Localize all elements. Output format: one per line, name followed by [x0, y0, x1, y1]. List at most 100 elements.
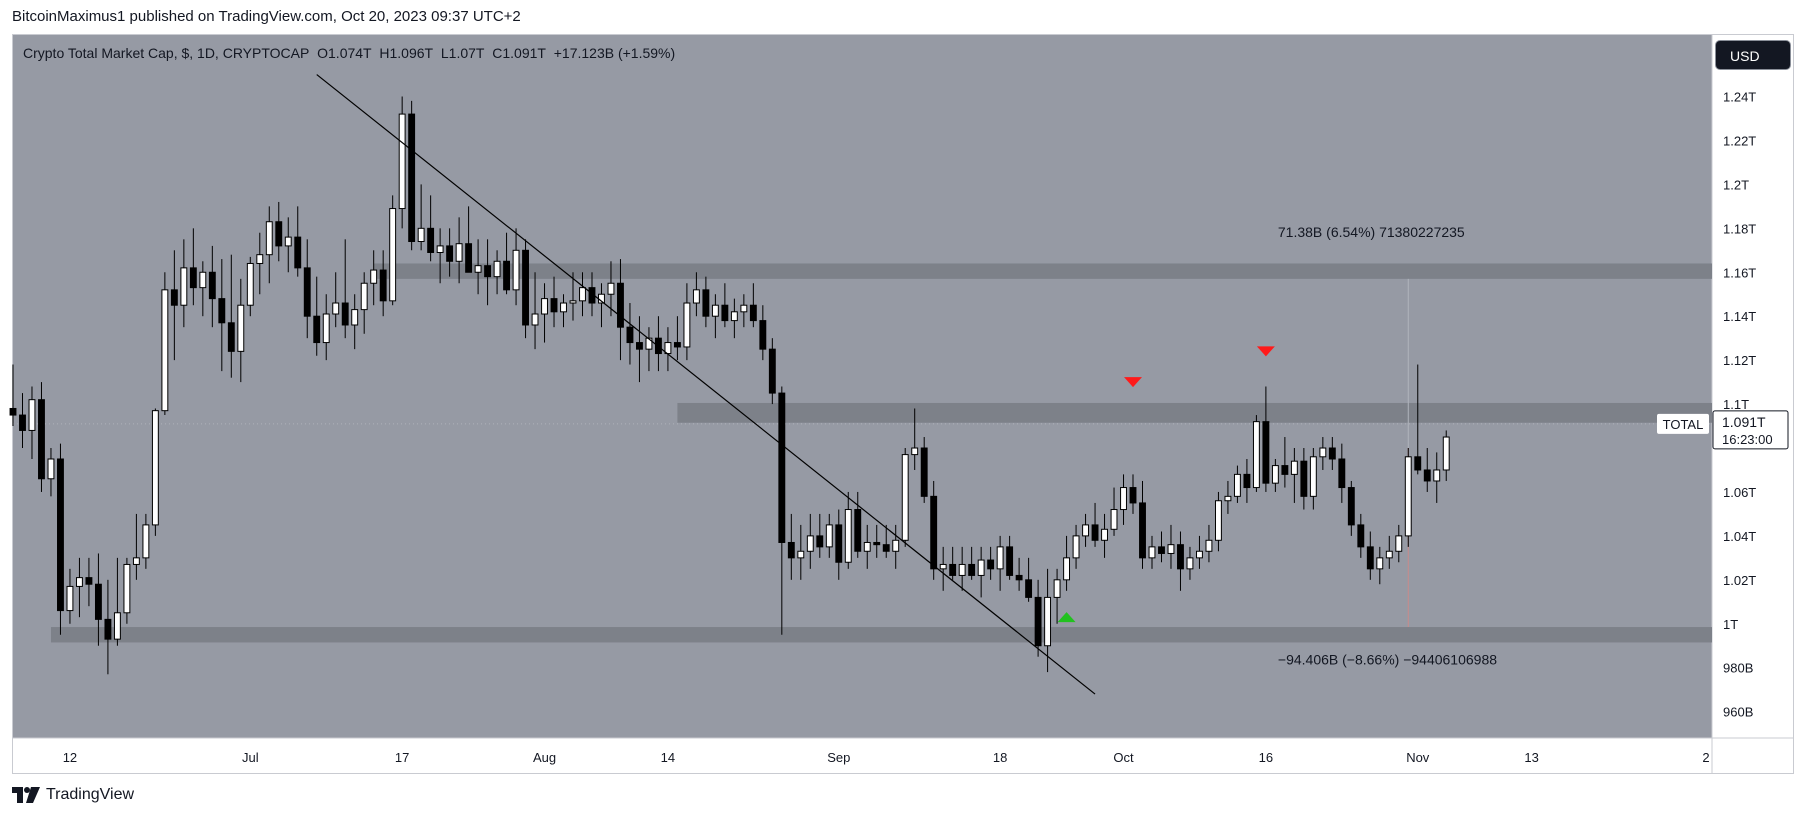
- candle-body: [911, 447, 919, 456]
- candle-body: [503, 260, 511, 291]
- candle: [560, 294, 567, 328]
- candle-body: [208, 271, 216, 300]
- candle-body: [531, 313, 539, 326]
- ohlc-change: +17.123B (+1.59%): [553, 45, 676, 61]
- y-tick-label: 1.04T: [1723, 529, 1756, 544]
- candle-body: [123, 563, 131, 614]
- x-tick-label: 16: [1259, 750, 1273, 765]
- candle-body: [730, 311, 738, 322]
- candle-body: [977, 559, 985, 576]
- candle-body: [825, 524, 833, 548]
- y-tick-label: 1.22T: [1723, 133, 1756, 148]
- tradingview-logo-icon: [12, 787, 40, 803]
- candle: [360, 272, 368, 334]
- candle-body: [66, 585, 74, 612]
- candle: [170, 250, 178, 361]
- candle: [1110, 487, 1118, 536]
- candle: [75, 557, 83, 618]
- candle: [1015, 557, 1023, 591]
- candle-body: [683, 302, 691, 348]
- candle-body: [1252, 421, 1260, 489]
- y-tick-label: 1.16T: [1723, 265, 1756, 280]
- candle-body: [778, 392, 786, 543]
- candle: [1309, 448, 1317, 510]
- descending-trendline: [316, 74, 1096, 695]
- candle-body: [1366, 546, 1374, 570]
- candle: [522, 239, 529, 339]
- candle: [151, 408, 159, 536]
- candle: [208, 245, 216, 328]
- candle: [920, 437, 928, 503]
- y-tick-label: 1.12T: [1723, 353, 1756, 368]
- candle: [1281, 437, 1289, 488]
- candle: [1034, 579, 1042, 657]
- candle: [408, 100, 416, 251]
- candle: [417, 184, 425, 251]
- candle: [1006, 535, 1014, 580]
- candle: [1404, 448, 1412, 547]
- candle-body: [617, 282, 624, 328]
- candle: [1053, 568, 1061, 624]
- candle-body: [1072, 535, 1080, 559]
- candle-body: [692, 289, 700, 304]
- candle: [901, 448, 909, 547]
- candle-body: [787, 541, 795, 559]
- candle: [512, 228, 520, 306]
- candle-body: [303, 267, 311, 317]
- candle: [351, 294, 359, 350]
- candle-body: [1328, 447, 1336, 460]
- candle: [446, 228, 454, 277]
- candle-body: [351, 309, 359, 326]
- candle: [569, 272, 577, 321]
- candle: [455, 217, 463, 284]
- candle-body: [57, 458, 64, 612]
- candle-body: [1233, 473, 1241, 497]
- y-tick-label: 1T: [1723, 617, 1738, 632]
- x-tick-label: 13: [1524, 750, 1538, 765]
- candle-body: [199, 271, 207, 289]
- candle: [265, 206, 273, 284]
- candle-body: [94, 583, 102, 620]
- candle-body: [1158, 546, 1165, 554]
- candle-body: [1309, 456, 1317, 497]
- candle-body: [1347, 487, 1355, 526]
- candle: [57, 443, 64, 635]
- candle-body: [1177, 544, 1184, 570]
- candle-body: [1120, 487, 1127, 511]
- candle: [825, 513, 833, 558]
- candle-body: [873, 541, 881, 546]
- candle-body: [455, 243, 463, 262]
- ohlc-open: O1.074T: [317, 45, 372, 61]
- candle-body: [1082, 524, 1089, 537]
- candle: [1158, 531, 1165, 563]
- candle: [294, 206, 302, 277]
- candle-body: [560, 302, 567, 313]
- y-tick-label: 1.14T: [1723, 309, 1756, 324]
- candle-body: [313, 315, 321, 344]
- candle-body: [1063, 557, 1071, 581]
- candle: [1205, 524, 1213, 563]
- candle: [104, 579, 112, 675]
- candle-body: [28, 399, 36, 431]
- price-tag-value: 1.091T: [1722, 414, 1766, 430]
- y-tick-label: 1.1T: [1723, 397, 1749, 412]
- candle-body: [835, 524, 843, 563]
- candle: [132, 513, 140, 580]
- zone-0: [373, 263, 1713, 279]
- candle: [1177, 531, 1184, 591]
- candle: [389, 195, 397, 306]
- candle: [256, 232, 264, 295]
- candle: [749, 283, 757, 328]
- candle-body: [19, 414, 26, 431]
- candle: [778, 386, 786, 635]
- candle-body: [1290, 460, 1298, 475]
- candle: [370, 250, 378, 306]
- currency-button[interactable]: USD: [1715, 40, 1791, 70]
- candle-body: [408, 113, 416, 243]
- candle: [816, 513, 824, 558]
- candle: [484, 239, 492, 306]
- candle-body: [1148, 546, 1156, 559]
- candle-body: [1243, 473, 1251, 489]
- x-tick-label: Aug: [533, 750, 556, 765]
